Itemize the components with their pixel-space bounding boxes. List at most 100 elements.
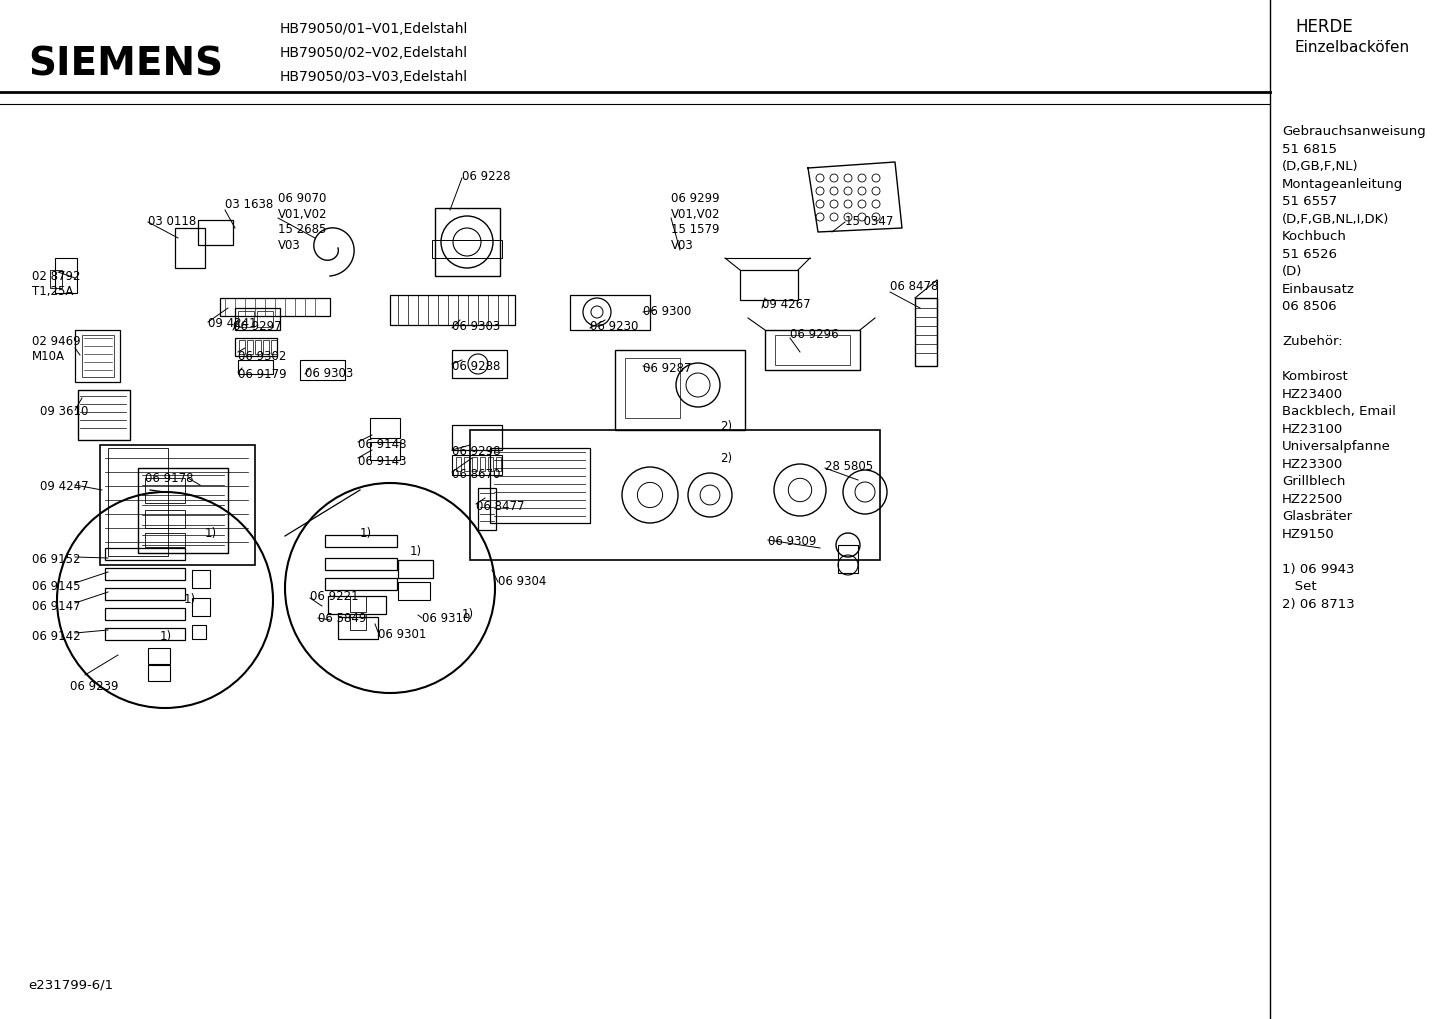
Bar — [451, 455, 502, 475]
Text: Einzelbacköfen: Einzelbacköfen — [1295, 40, 1410, 55]
Text: 1): 1) — [461, 608, 474, 621]
Text: 06 9152: 06 9152 — [32, 553, 81, 566]
Text: 1): 1) — [205, 527, 218, 540]
Bar — [149, 648, 170, 664]
Text: 06 9304: 06 9304 — [497, 575, 547, 588]
Text: 06 9147: 06 9147 — [32, 600, 81, 613]
Text: 28 5805: 28 5805 — [825, 460, 872, 473]
Bar — [78, 390, 130, 440]
Text: 15 0347: 15 0347 — [845, 215, 894, 228]
Text: HB79050/03–V03,Edelstahl: HB79050/03–V03,Edelstahl — [280, 70, 469, 84]
Bar — [105, 628, 185, 640]
Text: 03 1638: 03 1638 — [225, 198, 273, 211]
Bar — [838, 545, 858, 573]
Text: HB79050/02–V02,Edelstahl: HB79050/02–V02,Edelstahl — [280, 46, 469, 60]
Bar — [916, 298, 937, 366]
Bar — [221, 298, 330, 316]
Bar — [435, 208, 500, 276]
Text: 06 9288: 06 9288 — [451, 360, 500, 373]
Text: 06 9230: 06 9230 — [590, 320, 639, 333]
Bar — [480, 457, 485, 471]
Text: 06 9296: 06 9296 — [790, 328, 839, 341]
Text: 06 9179: 06 9179 — [238, 368, 287, 381]
Bar — [327, 596, 386, 614]
Bar — [82, 335, 114, 377]
Bar — [433, 240, 502, 258]
Bar — [105, 568, 185, 580]
Bar — [472, 457, 477, 471]
Bar — [149, 665, 170, 681]
Text: 1): 1) — [160, 630, 172, 643]
Text: 06 9310: 06 9310 — [423, 612, 470, 625]
Bar — [389, 294, 515, 325]
Text: HERDE: HERDE — [1295, 18, 1353, 36]
Bar — [238, 311, 254, 327]
Bar — [624, 358, 681, 418]
Bar — [614, 350, 746, 430]
Text: 06 9298: 06 9298 — [451, 445, 500, 458]
Bar — [105, 588, 185, 600]
Bar — [350, 614, 366, 630]
Text: 06 9142: 06 9142 — [32, 630, 81, 643]
Text: 1): 1) — [185, 593, 196, 606]
Bar — [477, 488, 496, 530]
Text: 1): 1) — [360, 527, 372, 540]
Text: 02 9469
M10A: 02 9469 M10A — [32, 335, 81, 364]
Bar — [55, 258, 76, 293]
Bar — [774, 335, 849, 365]
Bar — [174, 228, 205, 268]
Bar — [398, 582, 430, 600]
Bar — [262, 340, 270, 354]
Bar — [257, 311, 273, 327]
Bar — [451, 425, 502, 450]
Bar — [50, 270, 62, 288]
Text: 06 9297: 06 9297 — [234, 320, 281, 333]
Text: 06 9221: 06 9221 — [310, 590, 359, 603]
Bar — [490, 448, 590, 523]
Bar — [146, 510, 185, 528]
Text: 06 8670: 06 8670 — [451, 468, 500, 481]
Bar — [247, 340, 252, 354]
Bar — [300, 360, 345, 380]
Text: 09 4267: 09 4267 — [761, 298, 810, 311]
Text: 06 9303: 06 9303 — [451, 320, 500, 333]
Text: 09 3610: 09 3610 — [40, 405, 88, 418]
Text: 06 8477: 06 8477 — [476, 500, 525, 513]
Bar — [570, 294, 650, 330]
Bar — [146, 533, 185, 547]
Bar — [235, 308, 280, 330]
Text: 2): 2) — [720, 420, 733, 433]
Bar — [192, 598, 211, 616]
Bar — [255, 340, 261, 354]
Text: 06 9148: 06 9148 — [358, 438, 407, 451]
Text: 06 9300: 06 9300 — [643, 305, 691, 318]
Text: 06 9228: 06 9228 — [461, 170, 510, 183]
Bar — [324, 578, 397, 590]
Text: e231799-6/1: e231799-6/1 — [27, 978, 112, 991]
Bar — [239, 340, 245, 354]
Text: 06 9178: 06 9178 — [146, 472, 193, 485]
Bar — [238, 360, 273, 374]
Bar — [371, 442, 399, 460]
Bar — [324, 535, 397, 547]
Bar — [105, 608, 185, 620]
Bar — [138, 468, 228, 553]
Text: 06 9143: 06 9143 — [358, 455, 407, 468]
Bar — [766, 330, 859, 370]
Text: HB79050/01–V01,Edelstahl: HB79050/01–V01,Edelstahl — [280, 22, 469, 36]
Text: SIEMENS: SIEMENS — [27, 45, 224, 83]
Text: 06 8478: 06 8478 — [890, 280, 939, 293]
Bar — [99, 445, 255, 565]
Text: 06 9287: 06 9287 — [643, 362, 692, 375]
Bar — [398, 560, 433, 578]
Text: 06 9239: 06 9239 — [71, 680, 118, 693]
Bar — [108, 448, 169, 556]
Text: 1): 1) — [410, 545, 423, 558]
Text: 09 4247: 09 4247 — [40, 480, 88, 493]
Bar — [496, 457, 500, 471]
Bar — [235, 338, 277, 356]
Bar — [198, 220, 234, 245]
Text: 02 8792
T1,25A: 02 8792 T1,25A — [32, 270, 81, 299]
Text: 06 9303: 06 9303 — [306, 367, 353, 380]
Text: 06 9309: 06 9309 — [769, 535, 816, 548]
